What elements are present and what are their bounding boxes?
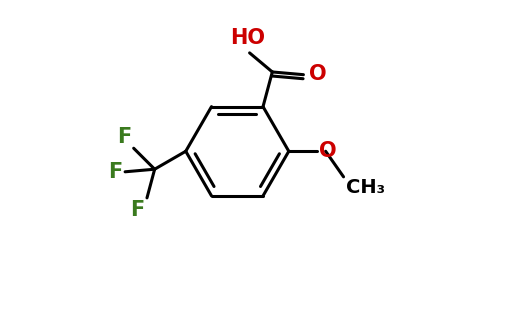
Text: O: O <box>319 140 337 161</box>
Text: F: F <box>108 162 122 182</box>
Text: O: O <box>309 64 327 84</box>
Text: F: F <box>117 127 131 147</box>
Text: HO: HO <box>230 28 266 48</box>
Text: CH₃: CH₃ <box>346 178 385 198</box>
Text: F: F <box>130 200 144 220</box>
